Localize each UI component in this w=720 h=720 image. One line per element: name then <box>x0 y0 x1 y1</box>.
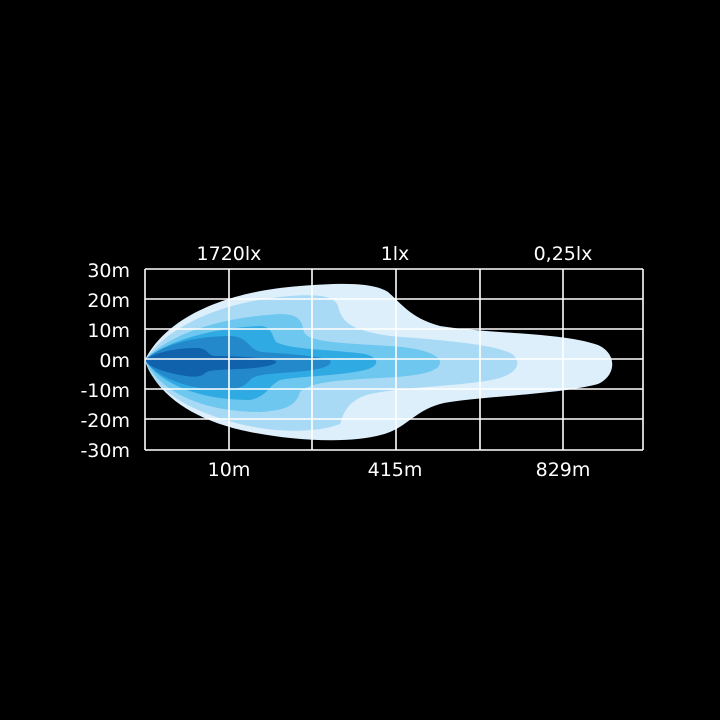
top-label-1lx: 1lx <box>381 243 410 265</box>
y-label: -30m <box>80 440 130 462</box>
y-label: -10m <box>80 380 130 402</box>
grid <box>144 268 644 451</box>
y-label: 10m <box>87 320 130 342</box>
y-labels: 30m 20m 10m 0m -10m -20m -30m <box>80 260 130 462</box>
top-label-1720lx: 1720lx <box>197 243 262 265</box>
zone-6 <box>145 348 277 377</box>
bottom-label-415m: 415m <box>368 459 423 481</box>
y-label: -20m <box>80 410 130 432</box>
y-label: 30m <box>87 260 130 282</box>
bottom-labels: 10m 415m 829m <box>208 459 591 481</box>
bottom-label-10m: 10m <box>208 459 251 481</box>
y-label: 0m <box>99 350 130 372</box>
bottom-label-829m: 829m <box>536 459 591 481</box>
top-label-0.25lx: 0,25lx <box>534 243 593 265</box>
beam-zones <box>145 283 613 441</box>
top-labels: 1720lx 1lx 0,25lx <box>197 243 593 265</box>
y-label: 20m <box>87 290 130 312</box>
